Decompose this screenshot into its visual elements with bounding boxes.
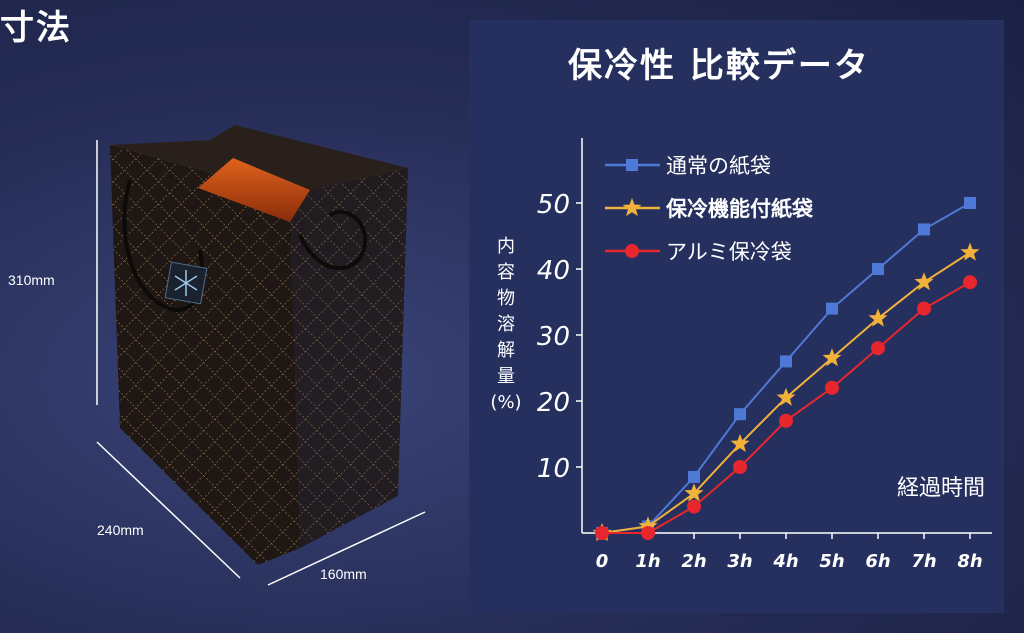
x-tick-label: 5h [819,551,844,572]
data-point-series-3 [733,460,747,474]
y-axis-label-char: 溶 [497,314,515,335]
y-tick-label: 40 [537,256,570,286]
y-axis-label-char: 量 [497,366,515,387]
y-axis-label-char: 容 [497,262,515,283]
y-tick-label: 30 [537,322,570,352]
y-tick-label: 10 [537,454,570,484]
legend-label-3: アルミ保冷袋 [666,240,792,264]
data-point-series-2 [822,348,842,367]
x-tick-label: 0 [596,551,609,572]
data-point-series-2 [914,272,934,291]
data-point-series-1 [826,302,838,315]
data-point-series-1 [918,223,930,236]
depth-dimension-line [267,511,426,586]
height-label: 310mm [8,272,55,288]
data-point-series-3 [917,301,931,316]
x-tick-label: 7h [911,551,936,572]
data-point-series-3 [687,499,701,514]
data-point-series-3 [963,275,977,290]
data-point-series-1 [964,197,976,209]
data-point-series-2 [960,242,980,261]
depth-label: 160mm [320,566,367,582]
x-axis-label: 経過時間 [897,476,985,501]
y-tick-label: 50 [537,190,570,220]
data-point-series-3 [871,341,885,356]
legend-marker-3 [625,244,639,258]
y-tick-label: 20 [537,388,570,418]
data-point-series-1 [872,263,884,275]
chart-title: 保冷性 比較データ [568,46,870,86]
bag-front-face [110,145,300,565]
x-tick-label: 2h [681,551,706,572]
x-tick-label: 6h [865,551,890,572]
x-tick-label: 4h [772,551,798,572]
legend-label-2: 保冷機能付紙袋 [665,197,814,221]
data-point-series-2 [868,308,888,327]
data-point-series-1 [734,408,746,421]
data-point-series-1 [780,355,792,368]
data-point-series-2 [638,516,658,535]
y-axis-label-char: 解 [497,340,515,361]
width-label: 240mm [97,522,144,538]
snowflake-emblem-icon [164,261,208,305]
legend-label-1: 通常の紙袋 [666,154,771,178]
dimensions-title: 寸法 [0,8,72,48]
x-tick-label: 8h [957,551,982,572]
bag-handle-back [298,209,368,271]
x-tick-label: 1h [635,551,660,572]
legend-marker-2 [622,198,642,217]
shopping-bag-illustration [96,125,426,586]
bag-top-edge [110,125,408,195]
bag-inner-lining [198,158,310,222]
data-point-series-2 [776,387,796,406]
data-point-series-3 [779,413,793,428]
data-point-series-3 [641,526,655,540]
x-tick-label: 3h [727,551,752,572]
y-axis-label-char: (%) [490,392,522,413]
data-point-series-2 [684,483,704,502]
data-point-series-3 [595,526,609,540]
width-dimension-line [96,441,241,579]
legend-marker-1 [626,159,638,171]
data-point-series-3 [825,380,839,395]
y-axis-label-char: 物 [497,288,515,309]
y-axis-label-char: 内 [497,236,515,257]
data-point-series-2 [730,433,750,452]
data-point-series-1 [688,470,700,483]
